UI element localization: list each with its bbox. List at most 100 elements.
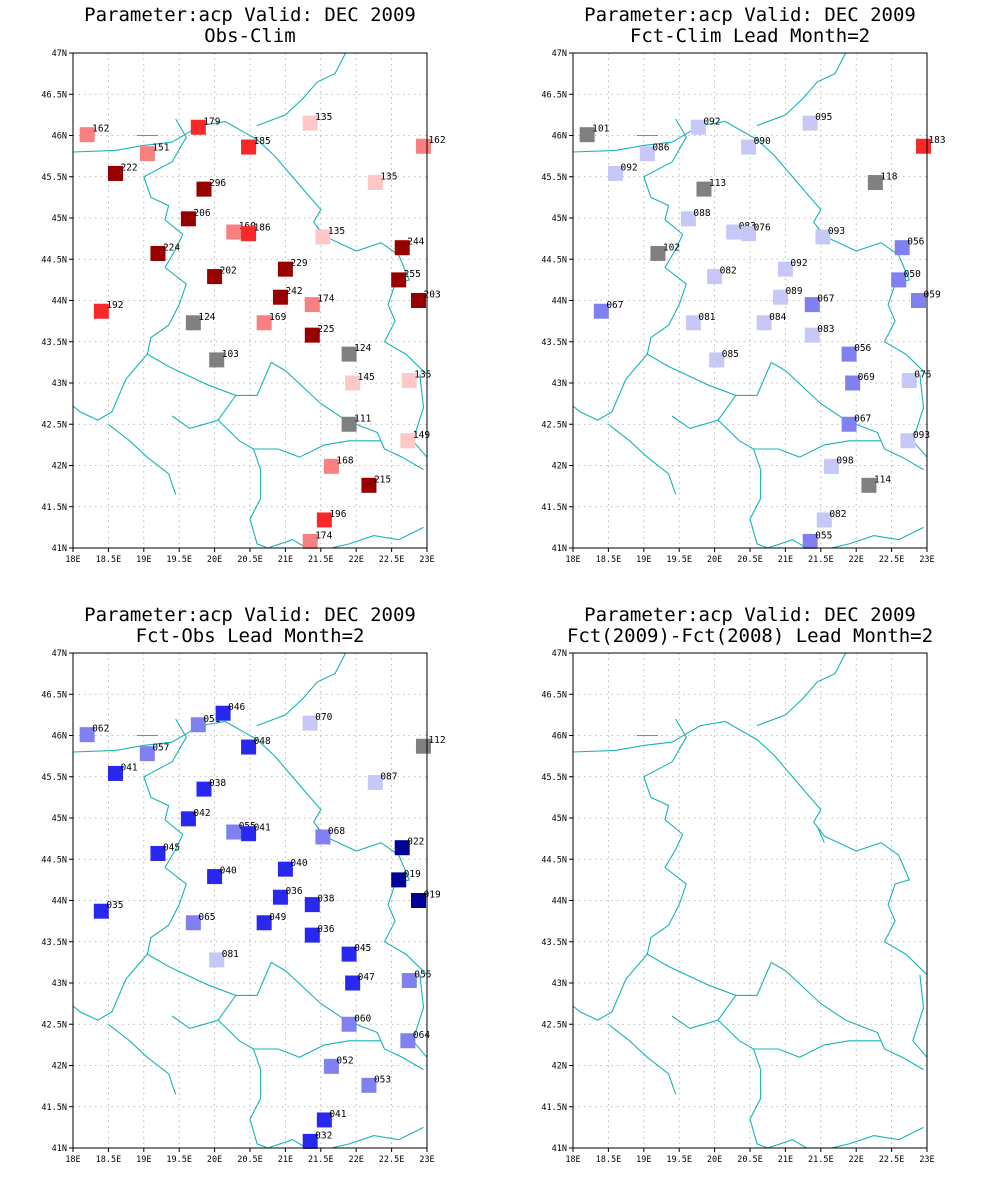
- station-marker: [277, 861, 293, 877]
- station-value-label: 049: [269, 912, 286, 923]
- border-line: [717, 395, 768, 548]
- station-marker: [639, 146, 655, 162]
- station-marker: [180, 211, 196, 227]
- y-tick-label: 44N: [552, 897, 567, 907]
- station-value-label: 113: [709, 178, 726, 189]
- y-tick-label: 45N: [52, 214, 67, 224]
- border-line: [573, 353, 648, 421]
- border-line: [267, 526, 424, 548]
- x-tick-label: 20.5E: [237, 555, 263, 565]
- station-marker: [107, 165, 123, 181]
- station-marker: [816, 512, 832, 528]
- y-tick-label: 45.5N: [541, 773, 567, 783]
- station-value-label: 124: [198, 312, 215, 323]
- station-marker: [367, 775, 383, 791]
- y-tick-label: 42.5N: [41, 420, 67, 430]
- x-tick-label: 20.5E: [237, 1155, 263, 1165]
- border-line: [267, 1126, 424, 1148]
- station-value-label: 102: [663, 242, 680, 253]
- station-marker: [815, 229, 831, 245]
- station-marker: [315, 229, 331, 245]
- station-value-label: 083: [817, 324, 834, 335]
- x-tick-label: 19E: [136, 555, 151, 565]
- station-value-label: 064: [413, 1030, 430, 1041]
- station-value-label: 124: [354, 343, 371, 354]
- station-value-label: 048: [254, 736, 271, 747]
- x-tick-label: 19E: [136, 1155, 151, 1165]
- border-line: [767, 1126, 924, 1148]
- station-value-label: 067: [854, 413, 871, 424]
- border-lines: [73, 53, 427, 548]
- station-marker: [685, 315, 701, 331]
- border-line: [647, 353, 924, 471]
- station-value-label: 092: [620, 162, 637, 173]
- station-marker: [226, 824, 242, 840]
- y-tick-label: 44.5N: [541, 255, 567, 265]
- station-marker: [841, 416, 857, 432]
- station-marker: [741, 139, 757, 155]
- station-marker: [680, 211, 696, 227]
- station-marker: [302, 1133, 318, 1149]
- y-tick-label: 44.5N: [41, 255, 67, 265]
- station-value-label: 092: [703, 116, 720, 127]
- x-tick-label: 19.5E: [166, 1155, 192, 1165]
- x-tick-label: 23E: [419, 555, 434, 565]
- station-value-label: 203: [424, 290, 441, 301]
- border-line: [256, 53, 347, 127]
- station-value-label: 076: [754, 223, 771, 234]
- station-marker: [741, 226, 757, 242]
- x-tick-label: 19.5E: [666, 1155, 692, 1165]
- station-value-label: 183: [928, 135, 945, 146]
- station-value-label: 046: [228, 702, 245, 713]
- station-marker: [196, 181, 212, 197]
- x-tick-label: 21.5E: [308, 555, 334, 565]
- station-marker: [756, 315, 772, 331]
- station-value-label: 135: [380, 172, 397, 183]
- station-marker: [316, 512, 332, 528]
- station-value-label: 053: [374, 1074, 391, 1085]
- station-marker: [79, 727, 95, 743]
- y-tick-label: 47N: [52, 49, 67, 59]
- station-marker: [841, 346, 857, 362]
- x-tick-label: 22.5E: [879, 555, 905, 565]
- border-line: [573, 720, 927, 976]
- station-marker: [593, 303, 609, 319]
- station-marker: [900, 433, 916, 449]
- y-tick-label: 41N: [52, 544, 67, 554]
- border-line: [816, 826, 825, 843]
- y-tick-label: 41.5N: [41, 1103, 67, 1113]
- station-marker: [891, 272, 907, 288]
- y-tick-label: 42N: [552, 462, 567, 472]
- station-value-label: 088: [693, 208, 710, 219]
- station-marker: [400, 433, 416, 449]
- station-value-label: 055: [815, 530, 832, 541]
- border-line: [756, 53, 847, 127]
- station-marker: [256, 915, 272, 931]
- y-tick-label: 47N: [552, 649, 567, 659]
- station-value-label: 032: [315, 1130, 332, 1141]
- station-value-label: 045: [163, 842, 180, 853]
- station-marker: [709, 352, 725, 368]
- station-value-label: 229: [290, 258, 307, 269]
- station-marker: [367, 175, 383, 191]
- map-panel-body: 062 051 046 070 112 057 048 041 087 038 042 055 041 0…: [41, 649, 445, 1165]
- station-marker: [323, 458, 339, 474]
- station-value-label: 090: [754, 136, 771, 147]
- station-value-label: 040: [290, 858, 307, 869]
- station-value-label: 036: [317, 924, 334, 935]
- border-line: [412, 974, 427, 1058]
- station-value-label: 224: [163, 242, 180, 253]
- x-tick-label: 18.5E: [596, 555, 622, 565]
- border-line: [912, 374, 927, 458]
- station-marker: [341, 1016, 357, 1032]
- border-line: [573, 953, 648, 1021]
- station-marker: [579, 127, 595, 143]
- station-marker: [845, 375, 861, 391]
- station-value-label: 192: [106, 300, 123, 311]
- border-line: [253, 440, 381, 458]
- y-tick-label: 44.5N: [541, 855, 567, 865]
- station-value-label: 060: [354, 1013, 371, 1024]
- station-value-label: 041: [329, 1109, 346, 1120]
- y-tick-label: 45N: [552, 214, 567, 224]
- y-tick-label: 43N: [552, 979, 567, 989]
